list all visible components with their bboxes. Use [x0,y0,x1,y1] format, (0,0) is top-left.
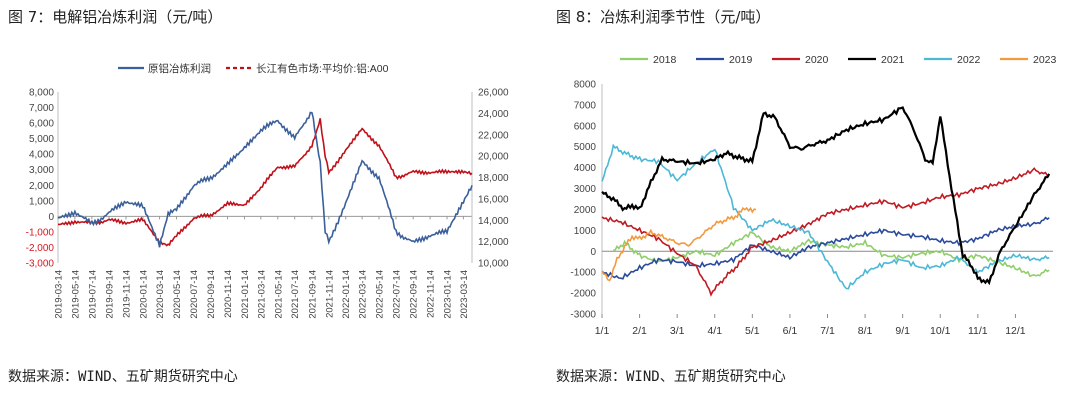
x-tick-label: 2020-07-14 [189,270,200,319]
right-y-tick-label: 10,000 [478,259,509,270]
x-tick-label: 2/1 [632,325,647,337]
left-y-tick-label: 1,000 [29,196,54,207]
series-line-2019 [601,216,1050,280]
x-tick-label: 2019-11-14 [121,270,132,318]
y-tick-label: -3000 [570,310,596,321]
x-tick-label: 2021-09-14 [307,270,318,319]
x-tick-label: 2022-09-14 [409,270,420,319]
x-tick-label: 2022-07-14 [391,270,402,319]
right-y-tick-label: 12,000 [478,237,509,248]
right-figure-source: 数据来源：WIND、五矿期货研究中心 [556,369,786,385]
seasonal-profit-chart: 2018 2019 2020 2021 2022 2023 -3000 -2000 -1000 0… [570,54,1057,337]
x-tick-label: 2021-03-14 [256,270,267,319]
left-y-tick-label: 5,000 [29,134,54,145]
x-tick-label: 2020-03-14 [155,270,166,319]
x-tick-label: 2021-07-14 [290,270,301,319]
left-y-tick-label: 3,000 [29,165,54,176]
legend-label-price: 长江有色市场:平均价:铝:A00 [256,62,389,75]
y-tick-label: 5000 [574,142,597,153]
profit-price-chart: 原铝冶炼利润 长江有色市场:平均价:铝:A00 -3,000 -2,000 -1,000… [26,62,509,319]
y-tick-label: -2000 [570,289,596,300]
x-tick-label: 4/1 [707,325,722,337]
profit-series-line [57,111,473,248]
x-tick-label: 2020-01-14 [138,270,149,319]
y-tick-label: 0 [590,247,596,258]
series-line-2018 [613,231,1050,278]
series-line-2021 [601,106,1051,286]
left-y-tick-label: 2,000 [29,181,54,192]
legend-label-2020: 2020 [805,54,829,66]
left-y-tick-label: -2,000 [26,243,55,254]
x-tick-label: 2019-07-14 [87,270,98,319]
right-y-tick-label: 14,000 [478,216,509,227]
x-tick-label: 2021-01-14 [240,270,251,319]
y-tick-label: 3000 [574,184,597,195]
x-tick-label: 2022-05-14 [375,270,386,319]
legend-label-2023: 2023 [1033,54,1057,66]
y-tick-label: 8000 [574,80,597,91]
x-tick-label: 1/1 [595,325,610,337]
x-tick-label: 6/1 [783,325,798,337]
x-tick-label: 2022-11-14 [426,270,437,318]
x-tick-label: 12/1 [1005,325,1026,337]
x-tick-label: 8/1 [858,325,873,337]
x-tick-label: 2021-05-14 [273,270,284,319]
y-tick-label: 7000 [574,100,597,111]
x-tick-label: 2019-03-14 [54,270,65,319]
right-y-tick-label: 24,000 [478,109,509,120]
x-tick-label: 5/1 [745,325,760,337]
x-tick-label: 2023-01-14 [443,270,454,319]
x-tick-label: 11/1 [968,325,988,337]
legend-label-2019: 2019 [729,54,753,66]
x-tick-label: 7/1 [820,325,835,337]
right-figure-title: 图 8：冶炼利润季节性（元/吨） [556,8,771,26]
left-figure-source: 数据来源：WIND、五矿期货研究中心 [8,369,238,385]
y-tick-label: 4000 [574,163,597,174]
right-y-tick-label: 18,000 [478,173,509,184]
x-tick-label: 10/1 [930,325,951,337]
x-tick-label: 9/1 [895,325,910,337]
y-tick-label: 6000 [574,121,597,132]
x-tick-label: 2023-03-14 [459,270,470,319]
left-y-tick-label: 7,000 [29,103,54,114]
legend-label-profit: 原铝冶炼利润 [148,62,211,75]
series-line-2022 [601,143,1050,290]
right-y-tick-label: 16,000 [478,194,509,205]
x-tick-label: 2019-05-14 [70,270,81,319]
legend-label-2018: 2018 [653,54,677,66]
series-line-2020 [601,167,1050,297]
x-tick-label: 2020-11-14 [223,270,234,318]
x-tick-label: 2021-11-14 [324,270,335,318]
legend-label-2021: 2021 [881,54,905,66]
x-tick-label: 3/1 [670,325,685,337]
y-tick-label: -1000 [570,268,596,279]
left-y-tick-label: 6,000 [29,119,54,130]
left-y-tick-label: 4,000 [29,150,54,161]
left-y-tick-label: -1,000 [26,227,55,238]
left-figure-title: 图 7：电解铝冶炼利润（元/吨） [8,8,223,26]
left-y-tick-label: 0 [48,212,54,223]
y-tick-label: 2000 [574,205,597,216]
right-y-tick-label: 20,000 [478,152,509,163]
x-tick-label: 2020-05-14 [172,270,183,319]
left-y-tick-label: 8,000 [29,88,54,99]
right-y-tick-label: 26,000 [478,88,509,99]
x-tick-label: 2022-01-14 [341,270,352,319]
x-tick-label: 2020-09-14 [206,270,217,319]
x-tick-label: 2019-09-14 [105,270,116,319]
price-series-line [58,118,473,247]
legend-label-2022: 2022 [957,54,981,66]
right-y-tick-label: 22,000 [478,130,509,141]
series-line-2023 [601,206,757,282]
left-y-tick-label: -3,000 [26,259,55,270]
x-tick-label: 2022-03-14 [358,270,369,319]
y-tick-label: 1000 [574,226,597,237]
